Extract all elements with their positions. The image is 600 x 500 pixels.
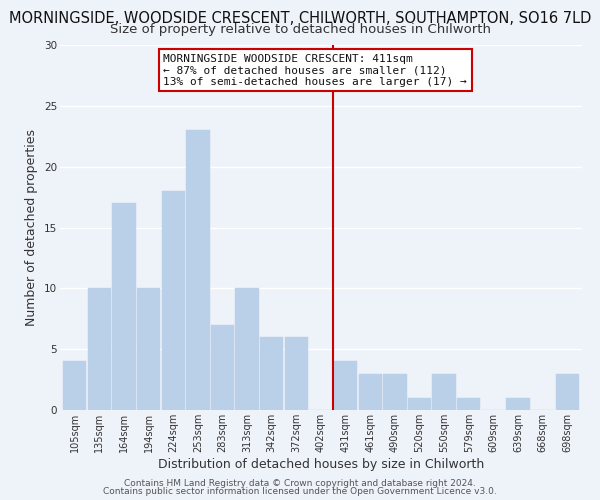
Bar — [359, 374, 382, 410]
Text: MORNINGSIDE, WOODSIDE CRESCENT, CHILWORTH, SOUTHAMPTON, SO16 7LD: MORNINGSIDE, WOODSIDE CRESCENT, CHILWORT… — [9, 11, 591, 26]
Bar — [506, 398, 530, 410]
Bar — [408, 398, 431, 410]
Bar — [63, 362, 86, 410]
Bar — [112, 203, 136, 410]
Bar — [211, 325, 234, 410]
Text: Contains public sector information licensed under the Open Government Licence v3: Contains public sector information licen… — [103, 487, 497, 496]
Y-axis label: Number of detached properties: Number of detached properties — [25, 129, 38, 326]
Bar — [260, 337, 283, 410]
X-axis label: Distribution of detached houses by size in Chilworth: Distribution of detached houses by size … — [158, 458, 484, 470]
Bar — [433, 374, 456, 410]
Text: Size of property relative to detached houses in Chilworth: Size of property relative to detached ho… — [110, 22, 491, 36]
Bar — [88, 288, 111, 410]
Bar — [186, 130, 209, 410]
Bar — [284, 337, 308, 410]
Bar — [137, 288, 160, 410]
Bar — [457, 398, 481, 410]
Text: MORNINGSIDE WOODSIDE CRESCENT: 411sqm
← 87% of detached houses are smaller (112): MORNINGSIDE WOODSIDE CRESCENT: 411sqm ← … — [163, 54, 467, 86]
Bar — [235, 288, 259, 410]
Text: Contains HM Land Registry data © Crown copyright and database right 2024.: Contains HM Land Registry data © Crown c… — [124, 478, 476, 488]
Bar — [161, 191, 185, 410]
Bar — [556, 374, 579, 410]
Bar — [334, 362, 358, 410]
Bar — [383, 374, 407, 410]
